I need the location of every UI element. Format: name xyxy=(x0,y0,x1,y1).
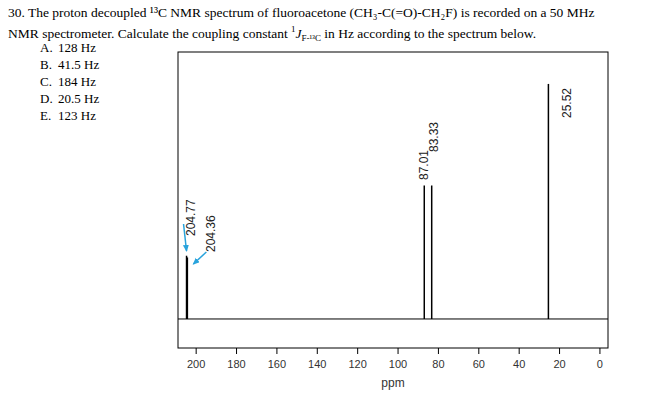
question-text: NMR spectrometer. Calculate the coupling… xyxy=(8,26,291,41)
symbol-sub: F-¹³C xyxy=(302,33,321,43)
x-tick-label: 160 xyxy=(268,358,286,370)
peak-label: 87.01 xyxy=(417,150,431,180)
peak xyxy=(431,185,433,318)
x-tick xyxy=(559,348,560,354)
x-tick-label: 40 xyxy=(513,358,525,370)
x-tick-label: 180 xyxy=(227,358,245,370)
x-tick-label: 200 xyxy=(187,358,205,370)
peak-label: 204.77 xyxy=(184,199,198,236)
x-tick xyxy=(196,348,197,354)
option: E.123 Hz xyxy=(40,108,51,124)
x-tick xyxy=(519,348,520,354)
peak xyxy=(187,257,189,319)
baseline xyxy=(178,318,608,319)
x-tick xyxy=(398,348,399,354)
peak-label: 204.36 xyxy=(204,215,218,252)
pointer-arrow xyxy=(184,224,187,251)
x-tick-label: 0 xyxy=(597,358,603,370)
x-tick xyxy=(236,348,237,354)
option-letter: D. xyxy=(40,91,53,106)
x-tick-label: 100 xyxy=(389,358,407,370)
option-letter: A. xyxy=(40,40,53,55)
peak xyxy=(548,84,550,319)
x-tick xyxy=(357,348,358,354)
x-tick-label: 80 xyxy=(432,358,444,370)
x-tick-label: 140 xyxy=(308,358,326,370)
peak xyxy=(424,185,426,318)
option: B.41.5 Hz xyxy=(40,57,52,73)
x-tick xyxy=(317,348,318,354)
option-text: 20.5 Hz xyxy=(58,91,99,107)
option-text: 128 Hz xyxy=(58,40,96,56)
question: 30. The proton decoupled ¹³C NMR spectru… xyxy=(8,4,595,47)
peak xyxy=(186,256,188,319)
x-axis-label: ppm xyxy=(381,376,404,390)
x-tick xyxy=(438,348,439,354)
question-line: 30. The proton decoupled ¹³C NMR spectru… xyxy=(8,5,595,20)
option: A.128 Hz xyxy=(40,40,53,56)
question-line-2: NMR spectrometer. Calculate the coupling… xyxy=(8,21,595,47)
option: D.20.5 Hz xyxy=(40,91,53,107)
symbol-main: J xyxy=(296,26,302,41)
x-tick-label: 120 xyxy=(348,358,366,370)
x-tick xyxy=(276,348,277,354)
x-tick xyxy=(599,348,600,354)
x-tick-label: 60 xyxy=(473,358,485,370)
x-tick-label: 20 xyxy=(553,358,565,370)
pointer-arrow xyxy=(193,252,206,264)
x-tick xyxy=(478,348,479,354)
peak-label: 83.33 xyxy=(427,122,441,152)
plot-area xyxy=(178,84,608,319)
option: C.184 Hz xyxy=(40,74,52,90)
symbol-sup: 1 xyxy=(291,24,296,34)
option-text: 41.5 Hz xyxy=(58,57,99,73)
option-letter: E. xyxy=(40,108,51,123)
option-text: 123 Hz xyxy=(58,108,96,124)
option-text: 184 Hz xyxy=(58,74,96,90)
option-letter: C. xyxy=(40,74,52,89)
option-letter: B. xyxy=(40,57,52,72)
plot-frame xyxy=(178,52,608,348)
question-line-1: 30. The proton decoupled ¹³C NMR spectru… xyxy=(8,4,595,21)
peak-label: 25.52 xyxy=(560,88,574,118)
question-text: in Hz according to the spectrum below. xyxy=(321,26,536,41)
